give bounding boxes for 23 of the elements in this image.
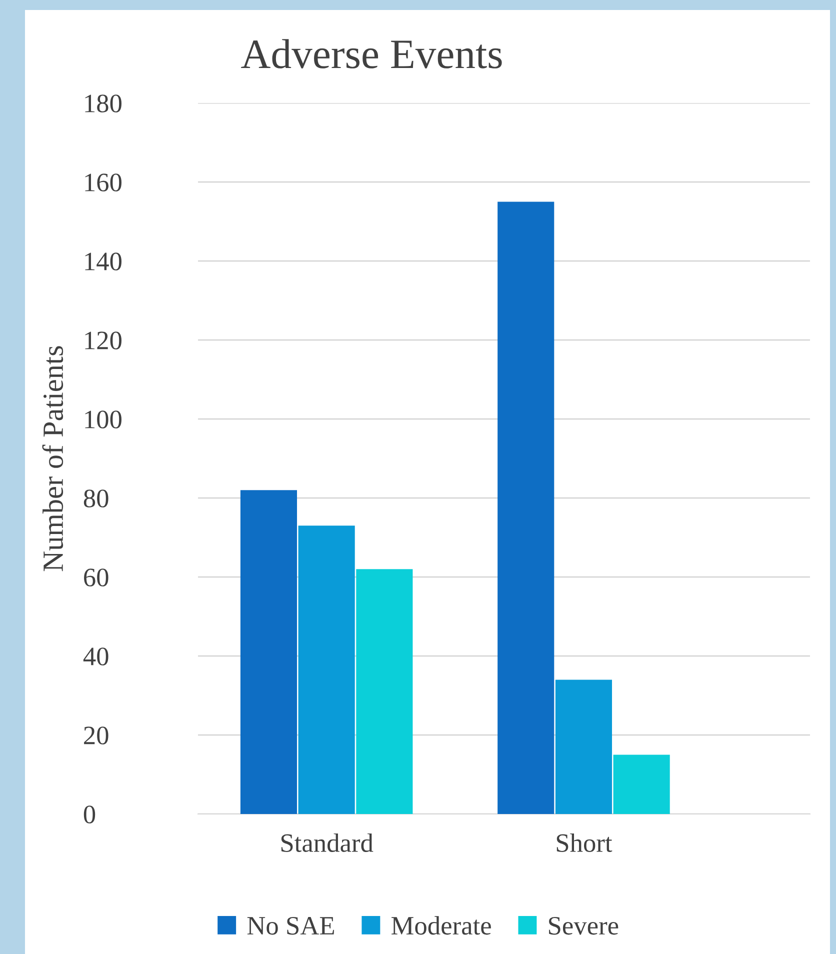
y-tick-label: 160 [85,174,122,192]
y-tick-label: 0 [84,806,96,824]
legend-label: No SAE [247,916,334,935]
y-tick-label: 120 [85,332,122,350]
y-tick-label: 80 [84,490,108,508]
y-tick-label: 180 [85,94,122,112]
y-tick-label: 40 [83,648,108,666]
bar [298,526,355,814]
chart-title: Adverse Events [241,39,502,68]
legend-label: Severe [549,916,618,935]
legend-label: Moderate [391,916,491,935]
bar [498,202,554,814]
x-tick-label: Standard [281,833,374,852]
bar [240,490,297,814]
y-tick-label: 140 [85,252,122,270]
bar [356,569,413,814]
y-tick-label: 100 [85,410,122,428]
y-tick-label: 20 [84,726,108,744]
bar [555,680,612,814]
x-tick-label: Short [556,833,612,852]
bar [613,754,670,814]
y-axis-title: Number of Patients [42,346,64,572]
y-tick-label: 60 [84,568,108,586]
